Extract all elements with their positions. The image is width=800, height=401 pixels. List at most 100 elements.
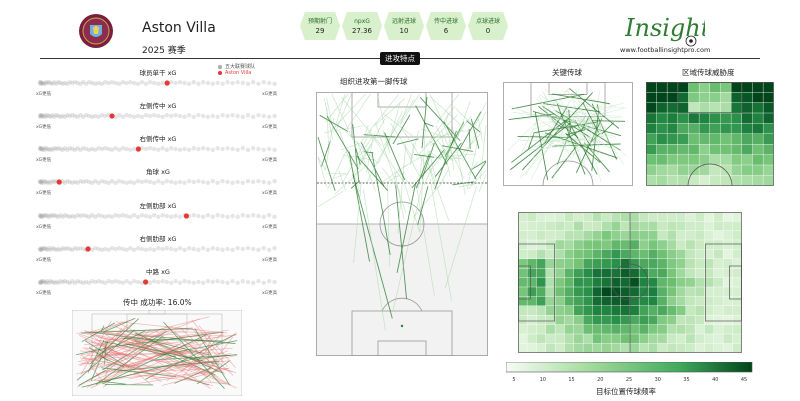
- heat-cell: [611, 277, 621, 287]
- heat-cell: [731, 165, 742, 176]
- heat-cell: [695, 315, 705, 325]
- pass-line: [575, 143, 585, 170]
- heat-cell: [714, 259, 723, 268]
- league-team-dot: [245, 81, 251, 86]
- league-team-dot: [156, 81, 161, 86]
- league-team-dot: [272, 179, 277, 184]
- heat-cell: [752, 123, 763, 134]
- pass-line: [512, 111, 597, 125]
- league-team-dot: [186, 246, 192, 251]
- heat-cell: [527, 277, 537, 287]
- league-team-dot: [84, 213, 89, 219]
- team-dot: [164, 80, 170, 86]
- league-team-dot: [72, 80, 78, 85]
- league-team-dot: [87, 113, 92, 119]
- league-team-dot: [106, 279, 111, 284]
- heat-cell: [667, 259, 677, 268]
- heat-cell: [752, 154, 763, 165]
- heat-cell: [704, 296, 714, 306]
- heat-cell: [574, 259, 583, 268]
- heat-cell: [602, 221, 611, 231]
- heat-cell: [723, 268, 733, 278]
- heat-cell: [620, 334, 630, 344]
- pass-line: [87, 333, 196, 360]
- league-team-dot: [75, 246, 80, 252]
- league-team-dot: [90, 247, 95, 252]
- team-dot: [56, 179, 62, 185]
- league-team-dot: [41, 80, 46, 86]
- heat-cell: [639, 212, 649, 221]
- league-team-dot: [160, 213, 165, 218]
- heat-cell: [667, 277, 677, 287]
- league-team-dot: [41, 114, 46, 119]
- league-team-dot: [52, 179, 57, 185]
- league-team-dot: [124, 279, 129, 284]
- league-team-dot: [40, 113, 45, 119]
- heat-cell: [527, 230, 537, 240]
- heat-cell: [723, 296, 733, 306]
- heat-cell: [667, 113, 678, 124]
- pass-line: [129, 373, 228, 385]
- league-team-dot: [160, 246, 165, 252]
- league-team-dot: [40, 279, 45, 285]
- heat-cell: [602, 268, 611, 278]
- xg-strip: [37, 213, 277, 219]
- heat-cell: [763, 165, 774, 176]
- heat-cell: [648, 249, 658, 259]
- pass-line: [355, 148, 361, 165]
- heat-cell: [583, 324, 593, 334]
- heat-cell: [630, 324, 639, 334]
- heat-cell: [602, 259, 611, 268]
- league-team-dot: [210, 113, 215, 119]
- league-team-dot: [210, 81, 215, 86]
- heat-cell: [546, 343, 555, 353]
- league-team-dot: [38, 213, 43, 219]
- first-pass-pitch: [316, 92, 488, 356]
- pass-line: [102, 348, 142, 359]
- league-team-dot: [156, 179, 161, 184]
- cross-title: 传中 成功率: 16.0%: [123, 298, 192, 307]
- league-team-dot: [196, 146, 201, 152]
- heat-cell: [527, 268, 537, 278]
- league-team-dot: [56, 80, 61, 85]
- heat-cell: [742, 113, 753, 124]
- stats-bar: 预期射门 29 npxG 27.36 远射进球 10 传中进球 6 点球进球 0: [300, 12, 508, 40]
- pass-line: [571, 126, 598, 175]
- heat-cell: [667, 343, 677, 353]
- heat-cell: [742, 175, 753, 186]
- heat-cell: [583, 306, 593, 315]
- season-label: 2025 赛季: [142, 46, 186, 56]
- pass-line: [511, 117, 570, 163]
- colorbar-tick: 10: [540, 377, 546, 383]
- pass-line: [567, 104, 609, 130]
- pass-line: [354, 118, 386, 175]
- league-team-dot: [173, 146, 178, 152]
- league-team-dot: [38, 113, 43, 118]
- heat-cell: [536, 306, 546, 315]
- pass-line: [425, 105, 456, 147]
- colorbar-tick: 25: [626, 377, 632, 383]
- league-team-dot: [38, 146, 44, 151]
- league-team-dot: [67, 146, 72, 151]
- league-team-dot: [160, 80, 165, 86]
- heat-cell: [646, 113, 657, 124]
- heat-cell: [639, 287, 649, 297]
- pass-line: [350, 180, 361, 189]
- league-team-dot: [58, 247, 63, 252]
- heat-cell: [695, 287, 705, 297]
- heat-cell: [518, 277, 527, 287]
- heat-cell: [658, 230, 667, 240]
- league-team-dot: [266, 180, 272, 185]
- pass-line: [452, 127, 466, 195]
- heat-cell: [555, 334, 565, 344]
- league-team-dot: [173, 113, 178, 118]
- league-team-dot: [70, 146, 75, 152]
- league-team-dot: [52, 213, 57, 218]
- league-team-dot: [235, 80, 240, 85]
- pass-line: [435, 125, 442, 138]
- heat-cell: [763, 82, 774, 92]
- heat-cell: [695, 249, 705, 259]
- heat-cell: [695, 230, 705, 240]
- heat-cell: [678, 102, 689, 113]
- team-dot: [143, 279, 149, 285]
